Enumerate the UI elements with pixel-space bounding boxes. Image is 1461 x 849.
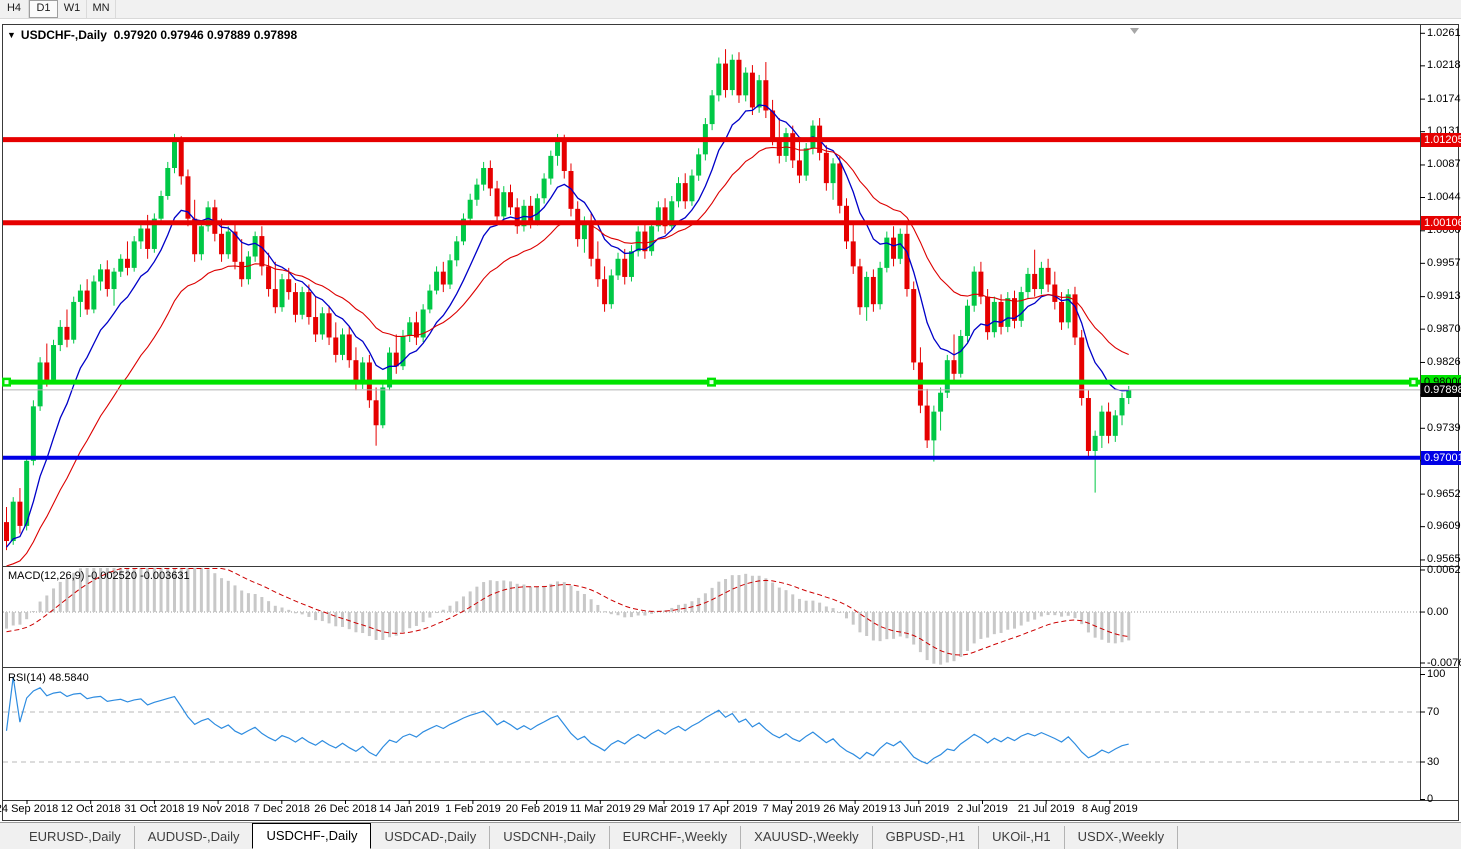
date-axis-label: 7 May 2019 xyxy=(762,803,821,815)
date-axis-label: 13 Jun 2019 xyxy=(888,803,950,815)
date-axis-label: 17 Apr 2019 xyxy=(698,803,758,815)
tab-usdchf-daily[interactable]: USDCHF-,Daily xyxy=(252,823,372,849)
rsi-indicator-label: RSI(14) 48.5840 xyxy=(8,672,89,684)
date-axis-label: 20 Feb 2019 xyxy=(505,803,568,815)
hline-price-box: 1.01205 xyxy=(1421,132,1461,147)
timeframe-button-d1[interactable]: D1 xyxy=(29,0,58,18)
tab-usdx-weekly[interactable]: USDX-,Weekly xyxy=(1065,826,1179,849)
tab-eurchf-weekly[interactable]: EURCHF-,Weekly xyxy=(610,826,742,849)
price-axis-label: 1.02610 xyxy=(1427,26,1461,39)
date-axis-label: 8 Aug 2019 xyxy=(1082,803,1138,815)
date-axis-label: 14 Jan 2019 xyxy=(378,803,440,815)
price-axis-label: 1.02180 xyxy=(1427,59,1461,72)
price-axis-label: 1.01740 xyxy=(1427,92,1461,105)
rsi-axis-label: 0 xyxy=(1427,793,1434,805)
symbol-tabbar: EURUSD-,Daily AUDUSD-,Daily USDCHF-,Daily U… xyxy=(0,822,1461,849)
macd-axis-label: -0.00762 xyxy=(1427,656,1461,669)
timeframe-toolbar: H4 D1 W1 MN xyxy=(0,0,1461,19)
chart-ohlc-readout: 0.97920 0.97946 0.97889 0.97898 xyxy=(113,28,298,42)
date-axis-label: 11 Mar 2019 xyxy=(569,803,631,815)
rsi-axis-label: 100 xyxy=(1427,668,1446,680)
chart-canvas[interactable] xyxy=(0,0,1461,822)
date-axis-label: 29 Mar 2019 xyxy=(633,803,695,815)
rsi-axis-label: 30 xyxy=(1427,755,1440,768)
tab-eurusd-daily[interactable]: EURUSD-,Daily xyxy=(16,826,135,849)
date-axis-label: 12 Oct 2018 xyxy=(60,803,121,815)
tab-audusd-daily[interactable]: AUDUSD-,Daily xyxy=(135,826,254,849)
date-axis-label: 24 Sep 2018 xyxy=(0,803,59,815)
timeframe-button-mn[interactable]: MN xyxy=(87,0,116,18)
price-axis-label: 1.00440 xyxy=(1427,190,1461,203)
rsi-axis-label: 70 xyxy=(1427,705,1440,718)
date-axis-label: 1 Feb 2019 xyxy=(445,803,501,815)
date-axis-label: 26 May 2019 xyxy=(823,803,887,815)
date-axis-label: 21 Jul 2019 xyxy=(1017,803,1075,815)
macd-axis-label: 0.006286 xyxy=(1427,563,1461,576)
hline-price-box: 1.00106 xyxy=(1421,215,1461,230)
chart-shift-marker-icon xyxy=(1130,28,1139,34)
date-axis-label: 19 Nov 2018 xyxy=(186,803,250,815)
tab-gbpusd-h1[interactable]: GBPUSD-,H1 xyxy=(873,826,980,849)
tab-ukoil-h1[interactable]: UKOil-,H1 xyxy=(979,826,1065,849)
tab-usdcad-daily[interactable]: USDCAD-,Daily xyxy=(371,826,491,849)
chart-title: ▼ USDCHF-,Daily 0.97920 0.97946 0.97889 0… xyxy=(7,28,297,42)
price-axis-label: 1.00870 xyxy=(1427,158,1461,171)
macd-indicator-label: MACD(12,26,9) -0.002520 -0.003631 xyxy=(8,570,190,582)
chart-collapse-arrow-icon[interactable]: ▼ xyxy=(7,30,16,40)
macd-axis-label: 0.00 xyxy=(1427,605,1449,618)
tab-usdcnh-daily[interactable]: USDCNH-,Daily xyxy=(490,826,610,849)
timeframe-button-h4[interactable]: H4 xyxy=(0,0,29,18)
date-axis-label: 26 Dec 2018 xyxy=(314,803,377,815)
current-price-box: 0.97898 xyxy=(1421,382,1461,397)
date-axis-label: 2 Jul 2019 xyxy=(957,803,1008,815)
timeframe-button-w1[interactable]: W1 xyxy=(58,0,87,18)
date-axis-label: 31 Oct 2018 xyxy=(124,803,185,815)
chart-symbol-label: USDCHF-,Daily xyxy=(20,28,107,42)
hline-price-box: 0.97001 xyxy=(1421,450,1461,465)
tab-xauusd-weekly[interactable]: XAUUSD-,Weekly xyxy=(741,826,873,849)
date-axis-label: 7 Dec 2018 xyxy=(253,803,310,815)
